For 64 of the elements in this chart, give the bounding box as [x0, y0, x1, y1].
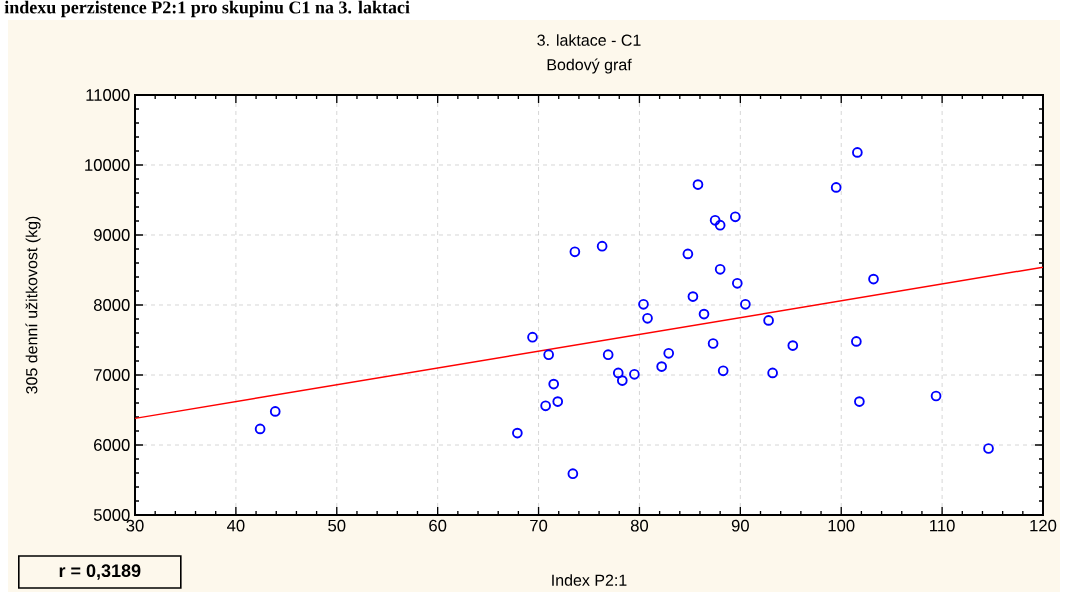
point	[868, 273, 879, 285]
text: r = 0,3189	[59, 564, 141, 580]
point	[663, 347, 675, 359]
point	[767, 367, 778, 379]
y-tick-label: 8000	[93, 299, 130, 311]
point	[540, 400, 551, 412]
point	[854, 396, 865, 407]
point	[602, 349, 614, 361]
point	[629, 368, 640, 380]
x-tick-label: 100	[828, 519, 855, 532]
x-tick-label: 90	[731, 519, 749, 532]
y-tick-label: 5000	[93, 509, 130, 521]
point	[830, 182, 842, 193]
y-tick-label: 6000	[94, 439, 130, 451]
point	[852, 147, 863, 158]
point	[269, 406, 281, 417]
point	[612, 367, 624, 379]
x-axis-title: Index P2:1	[552, 574, 627, 586]
point	[709, 214, 721, 226]
x-tick-label: 60	[429, 519, 447, 532]
chart-title: 3. laktace - C1	[537, 34, 641, 46]
x-tick-label: 120	[1030, 519, 1057, 532]
point	[567, 468, 579, 480]
y-axis-title: 305 denní užitkovost (kg)	[25, 216, 41, 394]
point	[687, 291, 699, 302]
point	[983, 443, 994, 454]
point	[729, 211, 741, 223]
point	[596, 240, 608, 252]
point	[740, 298, 751, 310]
chart-subtitle: Bodový graf	[547, 58, 632, 74]
point	[642, 312, 653, 324]
point	[714, 219, 726, 231]
point	[552, 396, 564, 407]
point	[543, 349, 554, 361]
x-tick-label: 50	[328, 519, 346, 532]
x-tick-label: 80	[630, 519, 649, 532]
point	[616, 375, 628, 386]
point	[638, 298, 649, 310]
point	[731, 277, 743, 289]
y-tick-label: 10000	[85, 159, 130, 171]
x-tick-label: 110	[930, 519, 955, 532]
y-tick-label: 9000	[93, 229, 130, 241]
y-tick-label: 11000	[86, 89, 130, 101]
x-tick-label: 70	[530, 519, 548, 532]
x-tick-label: 30	[126, 519, 144, 532]
point	[512, 427, 523, 439]
y-tick-label: 7000	[94, 369, 130, 381]
point	[787, 340, 799, 351]
point	[548, 378, 560, 390]
point	[763, 315, 774, 326]
point	[707, 338, 719, 349]
point	[851, 336, 862, 347]
point	[254, 423, 266, 435]
point	[692, 179, 704, 190]
point	[714, 263, 726, 275]
point	[698, 308, 710, 320]
point	[930, 390, 942, 402]
point	[656, 361, 667, 372]
text: indexu perzistence P2:1 pro skupinu C1 na 3. laktaci	[4, 0, 410, 18]
point	[569, 246, 581, 258]
point	[717, 365, 729, 377]
point	[527, 331, 538, 343]
point	[682, 248, 694, 260]
x-tick-label: 40	[227, 519, 245, 532]
